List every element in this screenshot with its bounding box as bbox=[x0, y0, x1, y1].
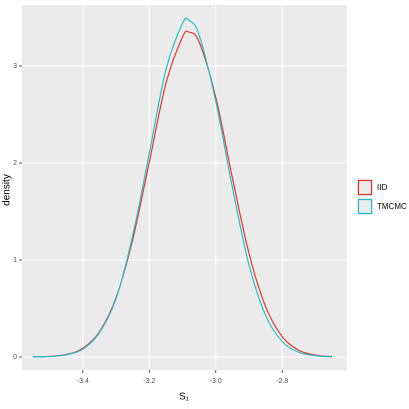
y-tick-label: 0 bbox=[13, 354, 17, 361]
legend-swatch bbox=[357, 198, 373, 215]
x-tick-label: -3.0 bbox=[210, 378, 222, 385]
legend-key bbox=[357, 179, 373, 196]
legend-swatch bbox=[357, 179, 373, 196]
x-axis-title: S₁ bbox=[179, 392, 190, 403]
density-line bbox=[32, 17, 333, 358]
legend-label: IID bbox=[377, 183, 387, 192]
legend-key bbox=[357, 198, 373, 215]
panel bbox=[22, 5, 347, 370]
y-tick-label: 3 bbox=[13, 63, 17, 70]
y-tick-label: 2 bbox=[13, 160, 17, 167]
y-tick-label: 1 bbox=[13, 257, 17, 264]
y-axis-title: density bbox=[2, 174, 13, 206]
legend-label: TMCMC bbox=[377, 202, 407, 211]
density-line bbox=[32, 30, 333, 358]
x-tick-label: -2.8 bbox=[276, 378, 288, 385]
x-tick-label: -3.2 bbox=[143, 378, 155, 385]
x-tick-label: -3.4 bbox=[77, 378, 89, 385]
